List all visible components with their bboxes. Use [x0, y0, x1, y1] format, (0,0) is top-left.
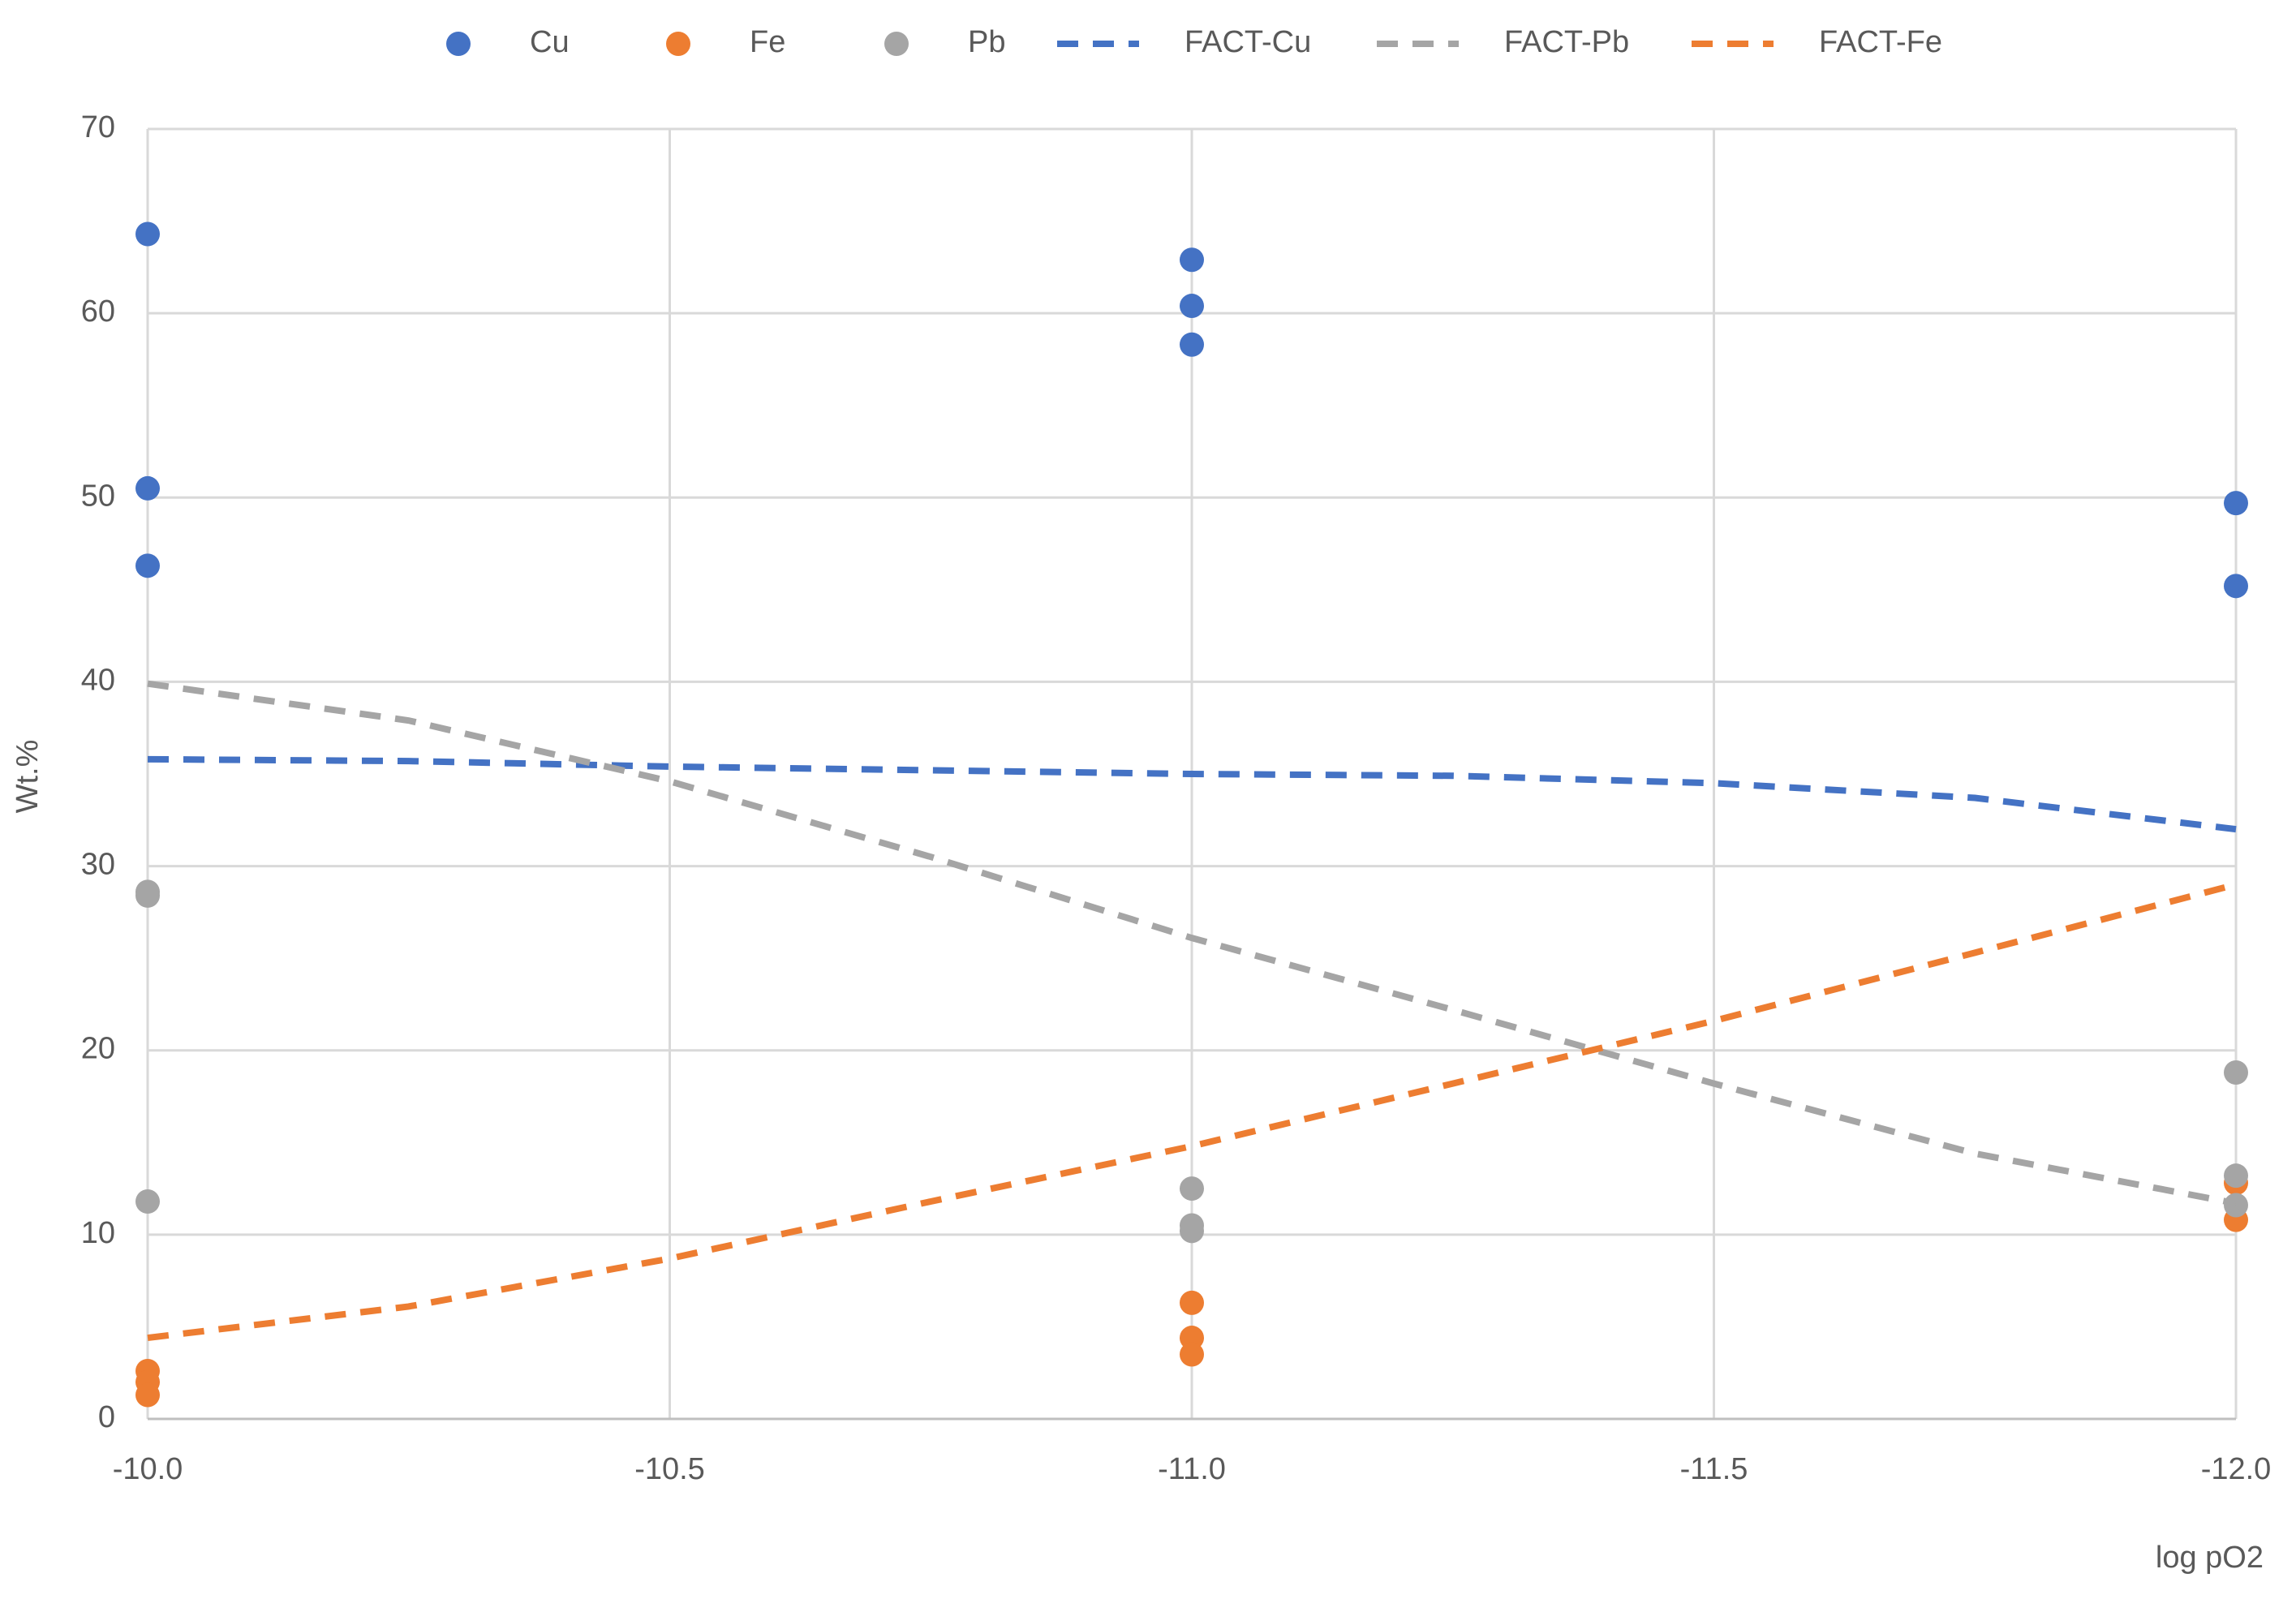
marker: [2224, 1193, 2248, 1218]
marker: [1180, 1219, 1204, 1244]
y-axis-title: Wt.%: [11, 740, 45, 814]
marker: [1180, 332, 1204, 357]
legend-marker: [884, 32, 909, 56]
y-tick-label: 20: [81, 1032, 115, 1066]
legend-marker: [446, 32, 471, 56]
marker: [1180, 1290, 1204, 1315]
fit-line: [147, 755, 2237, 833]
marker: [1180, 294, 1204, 319]
y-tick-label: 0: [98, 1400, 115, 1434]
marker: [1180, 1176, 1204, 1201]
y-tick-label: 60: [81, 294, 115, 329]
legend-marker: [666, 32, 690, 56]
marker: [135, 1189, 160, 1214]
legend-label: Pb: [968, 25, 1005, 59]
y-tick-label: 50: [81, 479, 115, 513]
x-tick-label: -12.0: [2201, 1452, 2272, 1486]
marker: [1180, 1342, 1204, 1367]
marker: [2224, 491, 2248, 516]
marker: [2224, 1060, 2248, 1085]
marker: [135, 475, 160, 501]
x-tick-label: -10.5: [634, 1452, 705, 1486]
x-axis-title: log pO2: [2156, 1541, 2264, 1575]
x-tick-label: -10.0: [113, 1452, 183, 1486]
legend-label: FACT-Cu: [1185, 25, 1311, 59]
marker: [135, 553, 160, 578]
legend-label: Cu: [530, 25, 570, 59]
y-tick-label: 70: [81, 110, 115, 144]
marker: [135, 1382, 160, 1408]
y-tick-label: 10: [81, 1216, 115, 1250]
marker: [135, 221, 160, 247]
x-tick-label: -11.5: [1680, 1452, 1748, 1486]
y-tick-label: 30: [81, 848, 115, 882]
y-tick-label: 40: [81, 663, 115, 697]
x-tick-label: -11.0: [1158, 1452, 1226, 1486]
legend-label: FACT-Fe: [1819, 25, 1942, 59]
legend-label: Fe: [750, 25, 785, 59]
marker: [135, 883, 160, 908]
marker: [2224, 574, 2248, 599]
legend-label: FACT-Pb: [1504, 25, 1629, 59]
marker: [2224, 1163, 2248, 1189]
fit-line: [147, 680, 2237, 1207]
marker: [1180, 247, 1204, 273]
